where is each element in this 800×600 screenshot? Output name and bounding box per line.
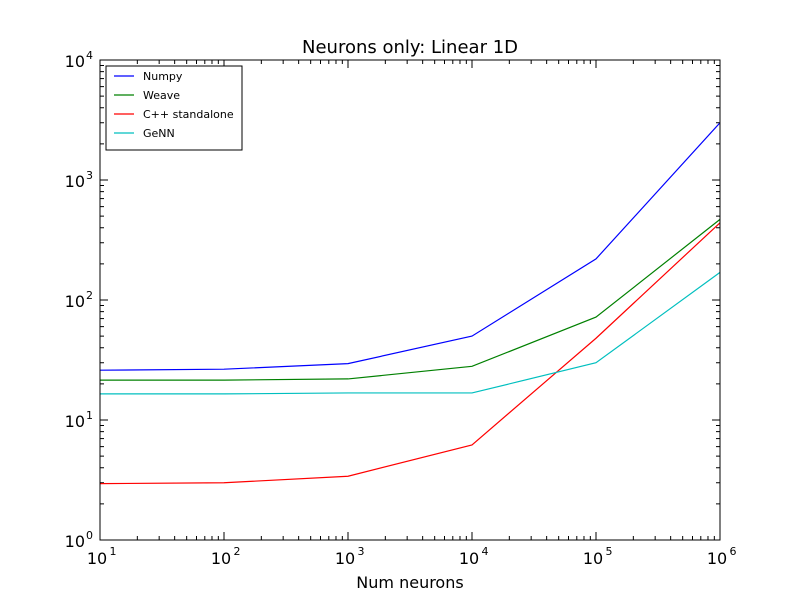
x-tick-exponent: 2	[234, 545, 241, 558]
chart-title: Neurons only: Linear 1D	[302, 37, 518, 58]
series-line-3	[99, 222, 721, 485]
x-tick-label: 10	[87, 549, 107, 568]
plot-frame	[99, 59, 721, 541]
x-tick-exponent: 6	[730, 545, 737, 558]
x-tick-label: 10	[707, 549, 727, 568]
x-tick-exponent: 3	[358, 545, 365, 558]
y-tick-exponent: 2	[86, 289, 93, 302]
x-tick-exponent: 1	[110, 545, 117, 558]
y-tick-exponent: 4	[86, 49, 93, 62]
y-tick-label: 10	[65, 292, 85, 311]
y-tick-exponent: 0	[86, 529, 93, 542]
y-tick-exponent: 3	[86, 169, 93, 182]
y-tick-label: 10	[65, 172, 85, 191]
y-tick-label: 10	[65, 52, 85, 71]
series-line-1	[99, 122, 721, 371]
x-tick-exponent: 4	[482, 545, 489, 558]
legend-label: C++ standalone	[143, 108, 234, 121]
x-tick-exponent: 5	[606, 545, 613, 558]
series-line-2	[100, 218, 721, 381]
x-tick-label: 10	[211, 549, 231, 568]
x-axis-label: Num neurons	[356, 573, 463, 592]
y-tick-label: 10	[65, 532, 85, 551]
y-tick-exponent: 1	[86, 409, 93, 422]
x-tick-label: 10	[459, 549, 479, 568]
legend-label: GeNN	[143, 127, 175, 140]
legend-box	[105, 65, 243, 151]
y-tick-label: 10	[65, 412, 85, 431]
series-line-4	[100, 271, 721, 395]
legend: Numpy Weave C++ standalone GeNN	[105, 65, 243, 151]
x-tick-label: 10	[335, 549, 355, 568]
x-tick-label: 10	[583, 549, 603, 568]
legend-label: Weave	[143, 89, 180, 102]
legend-label: Numpy	[143, 70, 183, 83]
